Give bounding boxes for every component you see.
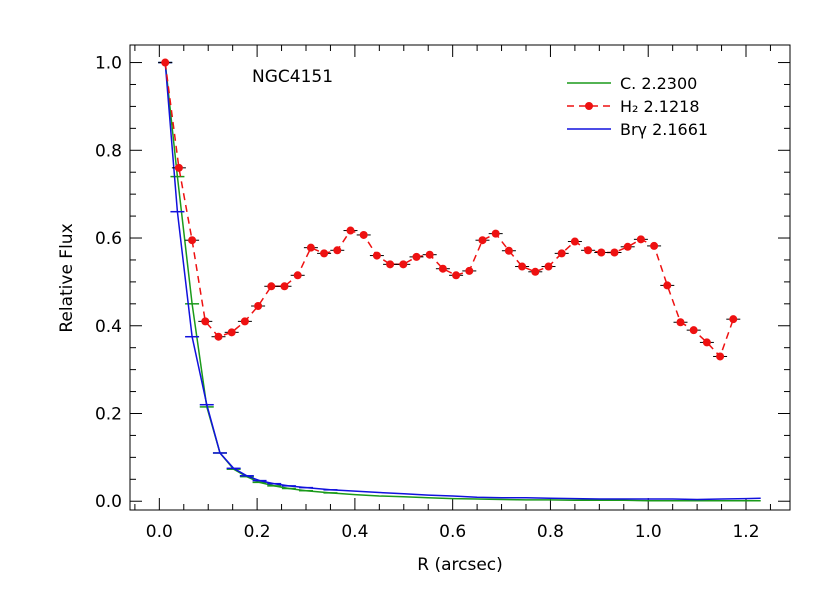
- legend-marker: [585, 102, 593, 110]
- y-tick-label: 0.8: [95, 141, 122, 161]
- legend-label: H₂ 2.1218: [620, 97, 700, 116]
- data-point: [689, 326, 698, 335]
- x-axis-title: R (arcsec): [417, 555, 503, 575]
- legend: C. 2.2300 H₂ 2.1218 Brγ 2.1661: [567, 74, 708, 139]
- object-annotation: NGC4151: [252, 67, 333, 87]
- data-point: [650, 241, 659, 250]
- data-point: [478, 236, 487, 245]
- data-point: [227, 328, 236, 337]
- data-point: [570, 237, 579, 246]
- data-point: [597, 248, 606, 257]
- data-point: [702, 338, 711, 347]
- y-tick-label: 0.4: [95, 317, 122, 337]
- data-point: [716, 352, 725, 361]
- y-tick-label: 0.2: [95, 404, 122, 424]
- data-point: [518, 262, 527, 271]
- data-point: [293, 271, 302, 280]
- data-point: [174, 163, 183, 172]
- data-point: [254, 302, 263, 311]
- legend-label: Brγ 2.1661: [620, 120, 708, 139]
- series-line: [164, 62, 761, 501]
- data-point: [372, 251, 381, 260]
- data-point: [584, 246, 593, 255]
- data-point: [610, 248, 619, 257]
- x-tick-label: 1.0: [635, 522, 662, 542]
- x-tick-label: 1.2: [732, 522, 759, 542]
- data-point: [557, 249, 566, 258]
- x-tick-label: 0.8: [537, 522, 564, 542]
- data-point: [544, 262, 553, 271]
- data-point: [346, 226, 355, 235]
- data-point: [359, 230, 368, 239]
- data-point: [161, 58, 170, 67]
- data-point: [425, 250, 434, 259]
- data-point: [386, 260, 395, 269]
- data-point: [306, 243, 315, 252]
- data-point: [280, 282, 289, 291]
- series-1: [158, 58, 741, 361]
- data-point: [320, 249, 329, 258]
- data-point: [452, 271, 461, 280]
- x-tick-label: 0.2: [244, 522, 271, 542]
- data-point: [412, 252, 421, 261]
- data-point: [240, 317, 249, 326]
- data-point: [491, 229, 500, 238]
- y-axis-title: Relative Flux: [57, 223, 77, 332]
- data-point: [267, 282, 276, 291]
- data-point: [729, 315, 738, 324]
- data-point: [438, 264, 447, 273]
- legend-label: C. 2.2300: [620, 74, 697, 93]
- y-tick-label: 0.0: [95, 492, 122, 512]
- data-point: [399, 260, 408, 269]
- y-tick-label: 1.0: [95, 54, 122, 74]
- plot-frame: [129, 44, 791, 511]
- data-point: [465, 266, 474, 275]
- data-point: [188, 236, 197, 245]
- data-point: [214, 332, 223, 341]
- data-point: [623, 242, 632, 251]
- axis-ticks: 0.0 0.2 0.4 0.6 0.8 1.0 1.2 0.0 0.2 0.4 0.6 0.8 1.0: [95, 45, 790, 542]
- data-point: [636, 235, 645, 244]
- x-tick-label: 0.0: [146, 522, 173, 542]
- data-point: [201, 317, 210, 326]
- data-point: [676, 318, 685, 327]
- x-tick-label: 0.4: [341, 522, 368, 542]
- series-layer: [158, 58, 761, 502]
- x-tick-label: 0.6: [439, 522, 466, 542]
- data-point: [333, 246, 342, 255]
- y-tick-label: 0.6: [95, 229, 122, 249]
- data-point: [663, 281, 672, 290]
- data-point: [504, 246, 513, 255]
- data-point: [531, 267, 540, 276]
